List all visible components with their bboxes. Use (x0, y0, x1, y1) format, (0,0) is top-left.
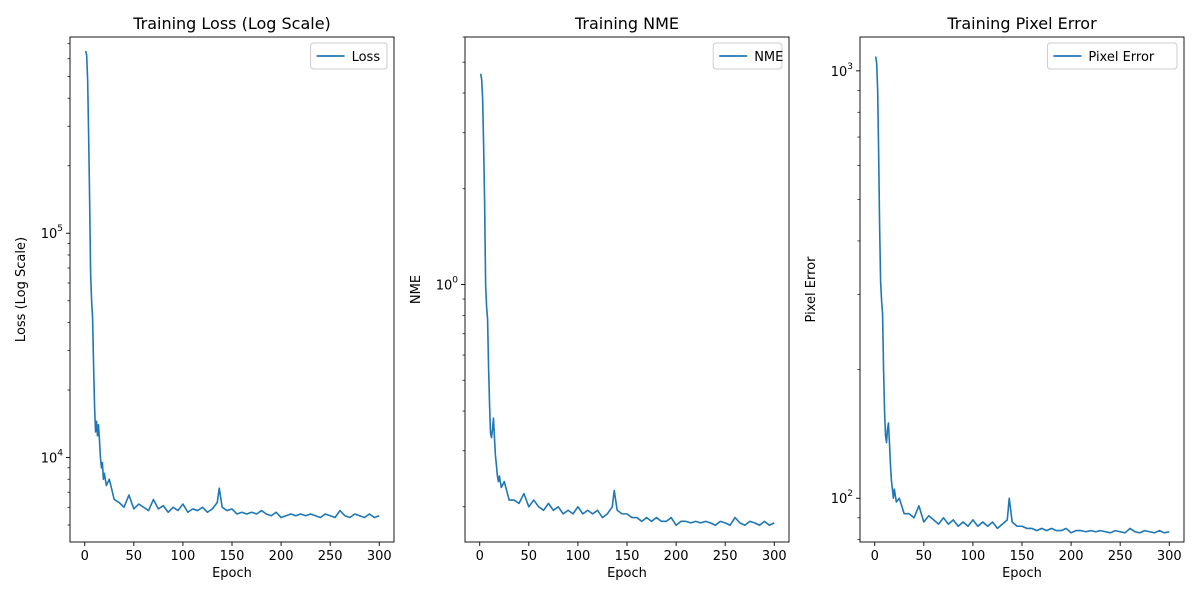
x-tick-label: 0 (81, 549, 89, 564)
x-tick-label: 300 (367, 549, 392, 564)
x-tick-label: 300 (762, 549, 787, 564)
chart-title: Training NME (574, 14, 679, 33)
legend: NME (712, 42, 783, 70)
x-tick-label: 150 (1010, 549, 1035, 564)
legend-box (1046, 42, 1178, 70)
x-axis-label: Epoch (1002, 566, 1042, 581)
series-line-1 (874, 56, 1170, 534)
x-tick-label: 200 (1059, 549, 1084, 564)
chart-panel-1: Training Loss (Log Scale) 0 50 100 150 200 250… (14, 14, 395, 581)
x-tick-label: 50 (916, 549, 933, 564)
x-tick-label: 200 (269, 549, 294, 564)
legend-box (712, 42, 783, 70)
y-axis-label: Pixel Error (804, 256, 819, 323)
x-axis-label: Epoch (607, 566, 647, 581)
chart-title: Training Pixel Error (946, 14, 1097, 33)
y-axis-label: NME (409, 275, 424, 304)
y-tick-label: 102 (831, 489, 853, 507)
chart-panel-3: Training Pixel Error 0 50 100 150 200 250 300 10… (804, 14, 1185, 581)
series-line-1 (84, 50, 380, 519)
chart-title: Training Loss (Log Scale) (132, 14, 331, 33)
legend: Pixel Error (1046, 42, 1178, 70)
y-tick-label: 103 (831, 62, 853, 80)
x-tick-label: 0 (871, 549, 879, 564)
x-tick-label: 300 (1157, 549, 1182, 564)
chart-panel-2: Training NME 0 50 100 150 200 250 300 100 Epoch NM… (409, 14, 790, 581)
y-tick-label: 105 (41, 224, 63, 242)
x-tick-label: 200 (664, 549, 689, 564)
x-tick-label: 50 (521, 549, 538, 564)
x-tick-label: 100 (170, 549, 195, 564)
x-axis-label: Epoch (212, 566, 252, 581)
axes-frame (69, 36, 395, 543)
axes-frame (464, 36, 790, 543)
y-tick-label: 104 (41, 449, 64, 467)
x-tick-label: 100 (960, 549, 985, 564)
x-tick-label: 250 (318, 549, 343, 564)
legend-label: NME (754, 50, 783, 65)
x-tick-label: 150 (220, 549, 245, 564)
axes-frame (859, 36, 1185, 543)
x-tick-label: 250 (713, 549, 738, 564)
series-line-1 (479, 73, 775, 527)
legend-label: Pixel Error (1088, 50, 1155, 65)
legend: Loss (310, 42, 388, 70)
x-tick-label: 250 (1108, 549, 1133, 564)
x-tick-label: 150 (615, 549, 640, 564)
x-tick-label: 50 (126, 549, 143, 564)
y-tick-label: 100 (436, 275, 459, 293)
x-tick-label: 0 (476, 549, 484, 564)
x-tick-label: 100 (565, 549, 590, 564)
legend-label: Loss (352, 50, 381, 65)
y-axis-label: Loss (Log Scale) (14, 237, 29, 342)
legend-box (310, 42, 388, 70)
